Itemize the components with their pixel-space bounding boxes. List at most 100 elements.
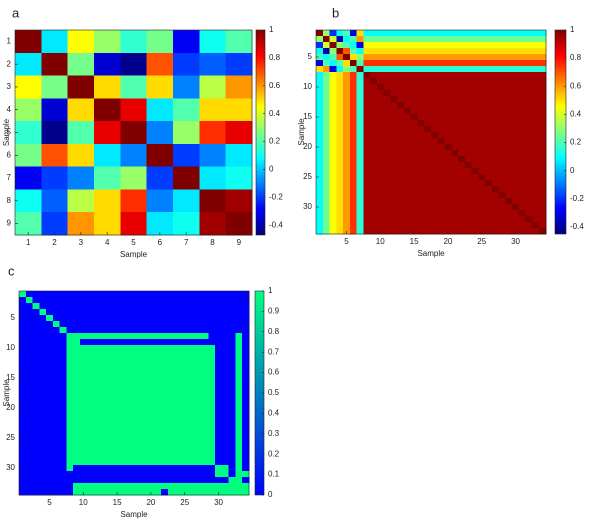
heatmap-cell: [188, 369, 196, 376]
heatmap-cell: [336, 204, 344, 211]
heatmap-cell: [228, 423, 236, 430]
heatmap-cell: [336, 114, 344, 121]
heatmap-cell: [242, 357, 250, 364]
heatmap-cell: [383, 54, 391, 61]
heatmap-cell: [505, 180, 513, 187]
heatmap-cell: [437, 36, 445, 43]
heatmap-cell: [505, 162, 513, 169]
heatmap-cell: [154, 291, 162, 298]
heatmap-cell: [100, 465, 108, 472]
heatmap-cell: [201, 423, 209, 430]
heatmap-cell: [329, 60, 337, 67]
heatmap-cell: [59, 357, 67, 364]
heatmap-cell: [67, 166, 95, 190]
heatmap-cell: [478, 156, 486, 163]
heatmap-cell: [100, 315, 108, 322]
heatmap-cell: [471, 66, 479, 73]
heatmap-cell: [512, 78, 520, 85]
heatmap-cell: [174, 351, 182, 358]
heatmap-cell: [343, 222, 351, 229]
heatmap-cell: [39, 387, 47, 394]
heatmap-cell: [532, 84, 540, 91]
heatmap-cell: [505, 102, 513, 109]
heatmap-cell: [66, 375, 74, 382]
heatmap-cell: [403, 66, 412, 73]
heatmap-cell: [539, 186, 547, 193]
heatmap-cell: [464, 144, 472, 151]
heatmap-cell: [201, 453, 209, 460]
heatmap-cell: [444, 144, 452, 151]
heatmap-cell: [140, 417, 148, 424]
heatmap-cell: [25, 459, 33, 466]
heatmap-cell: [167, 321, 175, 328]
heatmap-cell: [417, 96, 425, 103]
heatmap-cell: [154, 381, 162, 388]
heatmap-cell: [19, 291, 27, 298]
heatmap-cell: [59, 303, 67, 310]
colorbar-tick-label: 1: [269, 25, 274, 34]
heatmap-cell: [322, 204, 330, 211]
heatmap-cell: [46, 363, 54, 370]
x-tick-label: 10: [79, 498, 88, 507]
heatmap-cell: [322, 42, 330, 49]
heatmap-cell: [120, 52, 147, 76]
heatmap-cell: [113, 429, 121, 436]
heatmap-cell: [46, 327, 54, 334]
heatmap-cell: [140, 363, 148, 370]
heatmap-cell: [46, 291, 54, 298]
heatmap-cell: [73, 399, 81, 406]
heatmap-cell: [498, 30, 506, 37]
heatmap-cell: [188, 423, 196, 430]
heatmap-cell: [464, 42, 472, 49]
heatmap-cell: [491, 216, 499, 223]
heatmap-cell: [478, 66, 486, 73]
heatmap-cell: [15, 189, 42, 213]
heatmap-cell: [140, 357, 148, 364]
heatmap-cell: [19, 417, 27, 424]
heatmap-cell: [437, 180, 445, 187]
heatmap-cell: [349, 132, 357, 139]
heatmap-cell: [167, 339, 175, 346]
heatmap-cell: [93, 399, 101, 406]
heatmap-cell: [316, 216, 324, 223]
heatmap-cell: [181, 375, 189, 382]
heatmap-cell: [403, 144, 412, 151]
heatmap-cell: [25, 369, 33, 376]
heatmap-cell: [322, 156, 330, 163]
heatmap-cell: [161, 381, 169, 388]
heatmap-cell: [188, 471, 196, 478]
heatmap-cell: [383, 222, 391, 229]
heatmap-cell: [363, 150, 371, 157]
heatmap-cell: [363, 54, 371, 61]
heatmap-cell: [242, 393, 250, 400]
heatmap-cell: [370, 96, 378, 103]
heatmap-cell: [79, 369, 87, 376]
heatmap-cell: [329, 156, 337, 163]
heatmap-cell: [167, 447, 175, 454]
heatmap-cell: [199, 166, 226, 190]
heatmap-cell: [376, 192, 384, 199]
heatmap-cell: [86, 339, 94, 346]
x-tick-label: 25: [477, 237, 486, 246]
heatmap-cell: [403, 138, 412, 145]
heatmap-cell: [161, 471, 169, 478]
heatmap-cell: [383, 150, 391, 157]
heatmap-cell: [174, 393, 182, 400]
heatmap-cell: [349, 120, 357, 127]
heatmap-cell: [316, 66, 324, 73]
heatmap-cell: [215, 339, 223, 346]
heatmap-cell: [417, 108, 425, 115]
heatmap-cell: [525, 210, 533, 217]
heatmap-cell: [316, 78, 324, 85]
heatmap-cell: [215, 441, 223, 448]
heatmap-cell: [79, 393, 87, 400]
heatmap-cell: [59, 411, 67, 418]
heatmap-cell: [356, 84, 364, 91]
x-tick-label: 20: [146, 498, 155, 507]
heatmap-cell: [491, 222, 499, 229]
y-tick-label: 30: [6, 463, 15, 472]
heatmap-cell: [32, 357, 40, 364]
heatmap-cell: [66, 453, 74, 460]
heatmap-cell: [491, 66, 499, 73]
heatmap-cell: [485, 168, 493, 175]
